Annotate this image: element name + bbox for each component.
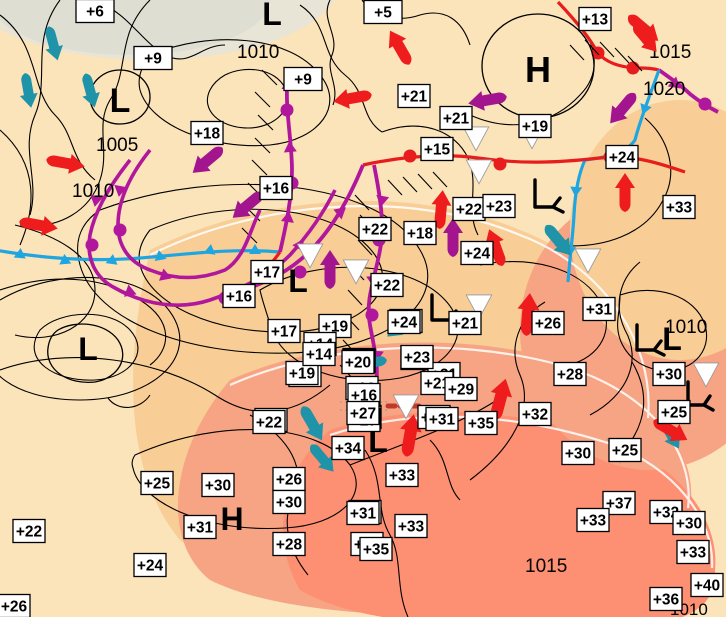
svg-text:+24: +24: [464, 246, 491, 263]
svg-text:+5: +5: [374, 5, 392, 22]
svg-text:L: L: [262, 0, 282, 32]
svg-text:+30: +30: [276, 495, 302, 512]
svg-text:+33: +33: [398, 519, 425, 536]
svg-text:+33: +33: [680, 545, 707, 562]
svg-text:+14: +14: [306, 347, 333, 364]
svg-text:1005: 1005: [96, 135, 138, 156]
svg-text:+31: +31: [187, 520, 214, 537]
svg-text:+33: +33: [666, 200, 693, 217]
svg-text:+33: +33: [580, 513, 607, 530]
svg-text:+23: +23: [404, 350, 431, 367]
svg-text:L: L: [110, 82, 131, 120]
svg-text:L: L: [78, 331, 98, 367]
svg-text:+22: +22: [456, 202, 482, 219]
svg-text:+9: +9: [294, 72, 312, 89]
svg-text:+22: +22: [374, 278, 400, 295]
svg-text:+26: +26: [276, 472, 303, 489]
svg-text:+24: +24: [609, 150, 636, 167]
svg-text:+22: +22: [16, 524, 42, 541]
svg-text:+25: +25: [144, 476, 171, 493]
svg-text:+28: +28: [276, 537, 303, 554]
svg-text:1010: 1010: [72, 181, 114, 202]
svg-text:+22: +22: [256, 415, 282, 432]
svg-text:+30: +30: [205, 478, 231, 495]
svg-text:H: H: [220, 501, 243, 537]
svg-text:+19: +19: [522, 119, 549, 136]
svg-text:+23: +23: [486, 199, 513, 216]
svg-text:+15: +15: [424, 142, 451, 159]
svg-text:+34: +34: [335, 441, 362, 458]
svg-text:+30: +30: [676, 516, 702, 533]
svg-text:+30: +30: [565, 446, 591, 463]
svg-text:+17: +17: [271, 324, 297, 341]
svg-text:+36: +36: [653, 592, 680, 609]
svg-text:+20: +20: [345, 355, 371, 372]
svg-text:H: H: [525, 49, 551, 90]
svg-text:+21: +21: [401, 89, 428, 106]
svg-text:+17: +17: [254, 265, 280, 282]
svg-text:L: L: [662, 321, 682, 357]
svg-text:1015: 1015: [525, 556, 567, 577]
svg-text:+26: +26: [535, 316, 562, 333]
svg-text:+13: +13: [582, 12, 609, 29]
svg-text:+25: +25: [661, 405, 688, 422]
svg-text:+29: +29: [448, 382, 475, 399]
svg-text:+40: +40: [694, 578, 720, 595]
svg-text:+37: +37: [606, 496, 632, 513]
svg-text:+31: +31: [429, 412, 456, 429]
svg-text:+21: +21: [452, 316, 479, 333]
svg-text:+35: +35: [468, 416, 495, 433]
svg-text:+16: +16: [226, 289, 253, 306]
svg-text:+33: +33: [389, 468, 416, 485]
svg-text:+27: +27: [350, 406, 376, 423]
svg-text:+25: +25: [612, 443, 639, 460]
svg-text:+24: +24: [137, 558, 164, 575]
svg-text:+16: +16: [263, 181, 290, 198]
svg-text:+31: +31: [350, 506, 377, 523]
svg-text:+28: +28: [557, 367, 584, 384]
svg-text:+31: +31: [586, 302, 613, 319]
svg-text:L: L: [288, 263, 308, 299]
svg-text:+9: +9: [144, 51, 162, 68]
svg-text:1010: 1010: [237, 42, 279, 63]
svg-text:+6: +6: [86, 4, 104, 21]
svg-text:+32: +32: [522, 407, 548, 424]
svg-text:+24: +24: [391, 315, 418, 332]
svg-text:+21: +21: [443, 111, 470, 128]
svg-text:+26: +26: [1, 599, 28, 616]
svg-text:+19: +19: [289, 366, 316, 383]
svg-text:+30: +30: [656, 367, 682, 384]
svg-text:+35: +35: [363, 542, 390, 559]
svg-text:1020: 1020: [643, 79, 685, 100]
svg-text:+18: +18: [407, 226, 434, 243]
svg-text:+18: +18: [194, 126, 221, 143]
svg-text:+22: +22: [362, 222, 388, 239]
